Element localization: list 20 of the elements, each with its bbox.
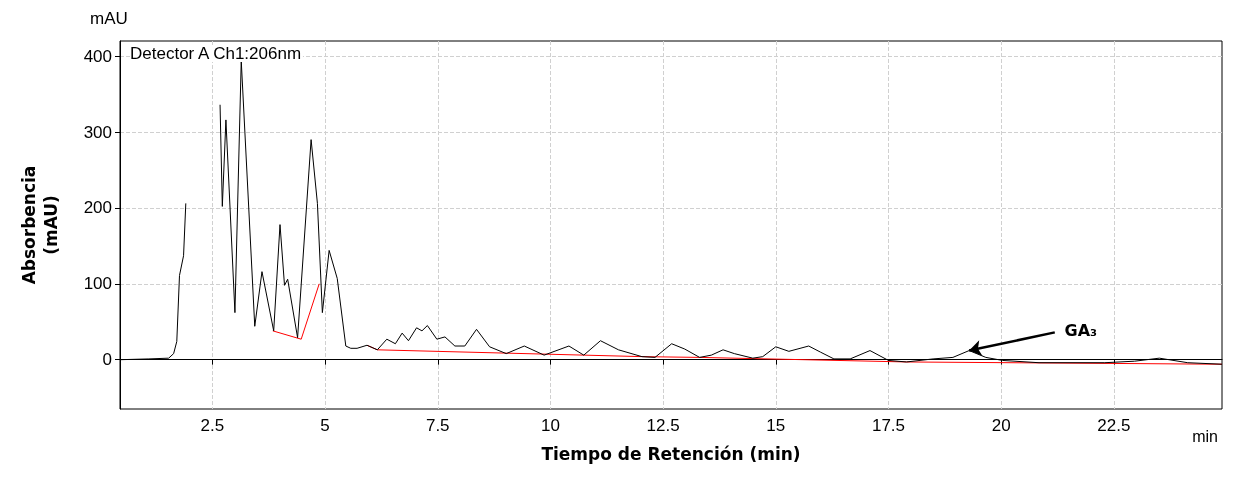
x-tick-label: 5 <box>320 416 330 435</box>
y-axis-title: Absorbencia (mAU) <box>19 165 61 285</box>
annotation: GA₃ <box>1064 320 1098 340</box>
x-tick-label: 7.5 <box>425 416 450 435</box>
y-tick-label: 100 <box>83 274 112 294</box>
x-tick-label: 17.5 <box>871 416 906 435</box>
x-tick-label: 10 <box>540 416 560 435</box>
y-tick-label: 200 <box>83 198 112 218</box>
y-tick-label: 400 <box>83 46 112 66</box>
text: mAU <box>90 9 128 28</box>
y-tick-label: 300 <box>83 122 112 142</box>
y-tick-label: 0 <box>102 350 112 370</box>
text: min <box>1192 427 1218 445</box>
x-tick-label: 12.5 <box>646 416 680 435</box>
x-tick-label: 20 <box>991 416 1011 435</box>
x-tick-label: 22.5 <box>1097 416 1131 435</box>
x-axis-title: Tiempo de Retención (min) <box>541 443 801 464</box>
x-tick-label: 2.5 <box>200 416 225 435</box>
annotation: Detector A Ch1:206nm <box>130 44 302 63</box>
x-tick-label: 15 <box>766 416 786 435</box>
